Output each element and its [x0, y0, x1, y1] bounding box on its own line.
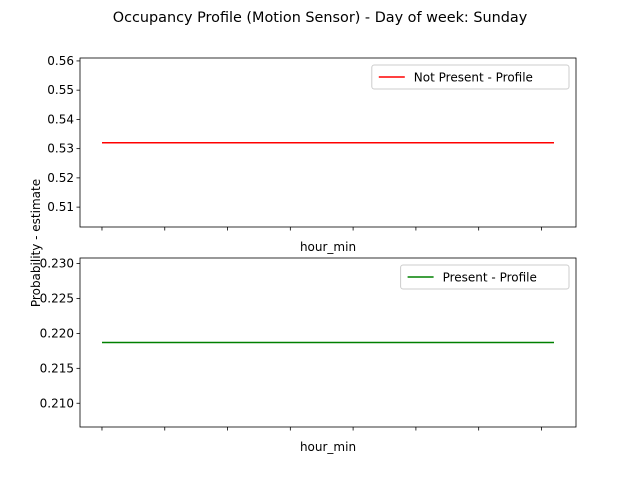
- y-tick-label: 0.55: [47, 83, 74, 97]
- y-tick-label: 0.52: [47, 171, 74, 185]
- legend-label: Present - Profile: [443, 271, 537, 285]
- axes-frame: [79, 57, 577, 228]
- y-tick-label: 0.225: [40, 292, 74, 306]
- y-tick-label: 0.56: [47, 54, 74, 68]
- legend: Present - Profile: [400, 264, 570, 290]
- y-tick-label: 0.215: [40, 361, 74, 375]
- legend-box: [371, 64, 570, 90]
- legend-box: [400, 264, 570, 290]
- y-tick-label: 0.230: [40, 257, 74, 271]
- axes-frame: [79, 257, 577, 428]
- figure-title: Occupancy Profile (Motion Sensor) - Day …: [113, 10, 528, 26]
- legend: Not Present - Profile: [371, 64, 570, 90]
- x-axis-label: hour_min: [300, 240, 356, 254]
- y-tick-label: 0.220: [40, 326, 74, 340]
- top-plot: 0.51 0.52 0.53 0.54 0.55 0.56 hour_min Not Pres…: [47, 54, 577, 254]
- y-tick-label: 0.53: [47, 142, 74, 156]
- y-tick-label: 0.210: [40, 396, 74, 410]
- y-axis-label: Probability - estimate: [29, 179, 43, 307]
- bottom-plot: 0.210 0.215 0.220 0.225 0.230 hour_min Present…: [40, 257, 577, 454]
- legend-label: Not Present - Profile: [414, 71, 533, 85]
- y-tick-label: 0.51: [47, 200, 74, 214]
- x-axis-label: hour_min: [300, 440, 356, 454]
- y-tick-label: 0.54: [47, 112, 74, 126]
